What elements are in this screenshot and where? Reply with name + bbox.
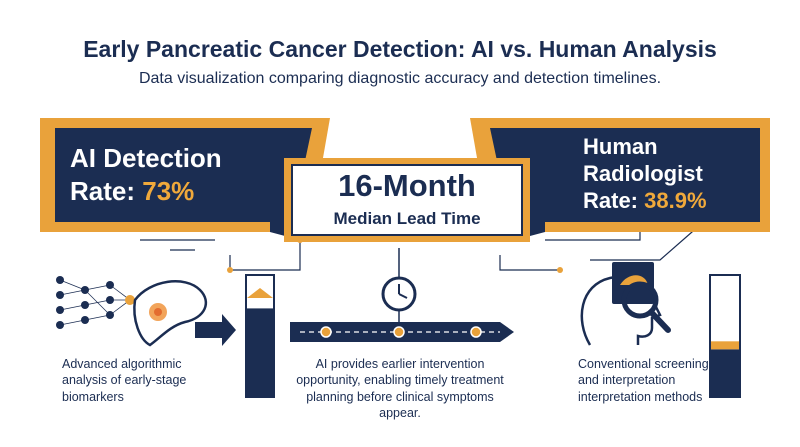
human-title-line1: Human xyxy=(583,134,658,159)
lead-time-headline: 16-Month xyxy=(338,168,476,203)
center-caption: AI provides earlier intervention opportu… xyxy=(290,356,510,421)
human-rate-label: Rate: xyxy=(583,187,639,213)
pancreas-icon xyxy=(133,280,208,347)
ai-bar-fill xyxy=(247,308,273,396)
human-title-line2: Radiologist xyxy=(583,160,703,186)
human-caption-line: interpretation methods xyxy=(578,389,703,404)
ai-caption-line: biomarkers xyxy=(62,389,124,404)
human-rate-value: 38.9% xyxy=(644,187,707,213)
magnifier-icon xyxy=(621,281,671,333)
timeline-icon xyxy=(290,310,514,342)
human-caption-line: Conventional screening xyxy=(578,357,709,371)
ai-rate-value: 73% xyxy=(142,175,195,206)
ai-progress-bar xyxy=(245,274,275,398)
human-caption: Conventional screening and interpretatio… xyxy=(578,356,709,405)
human-bar-fill xyxy=(711,349,739,396)
ai-rate-label: Rate: xyxy=(70,175,136,206)
ai-caption-line: Advanced algorithmic xyxy=(62,357,182,371)
page-title: Early Pancreatic Cancer Detection: AI vs… xyxy=(83,36,717,62)
neural-network-icon xyxy=(56,276,135,329)
circuit-line xyxy=(590,224,701,261)
arrow-right-icon xyxy=(195,314,236,346)
circuit-node xyxy=(227,267,233,273)
center-banner xyxy=(291,164,523,236)
circuit-line xyxy=(499,255,560,271)
head-scan-icon xyxy=(580,262,662,346)
human-panel-text: Human Radiologist Rate: 38.9% xyxy=(583,134,707,214)
human-progress-bar xyxy=(709,274,741,398)
ai-title: AI Detection xyxy=(70,143,222,173)
human-caption-line: and interpretation xyxy=(578,373,676,388)
human-bar-marker xyxy=(711,341,739,350)
ai-rate: Rate: 73% xyxy=(70,175,222,208)
ai-caption-line: analysis of early-stage xyxy=(62,373,187,388)
ai-panel-text: AI Detection Rate: 73% xyxy=(70,142,222,207)
circuit-node xyxy=(557,267,563,273)
clock-icon xyxy=(381,248,417,312)
page-subtitle: Data visualization comparing diagnostic … xyxy=(138,70,662,87)
human-panel xyxy=(490,128,760,222)
human-rate: Rate: 38.9% xyxy=(583,188,707,215)
center-caption-line: planning before clinical symptoms appear… xyxy=(306,389,494,420)
circuit-line xyxy=(229,242,301,271)
lead-time-subline: Median Lead Time xyxy=(333,209,481,228)
ai-panel xyxy=(55,128,312,222)
center-caption-line: AI provides earlier intervention xyxy=(315,357,485,371)
center-caption-line: opportunity, enabling timely treatment xyxy=(296,373,504,388)
ai-caption: Advanced algorithmic analysis of early-s… xyxy=(62,356,186,405)
